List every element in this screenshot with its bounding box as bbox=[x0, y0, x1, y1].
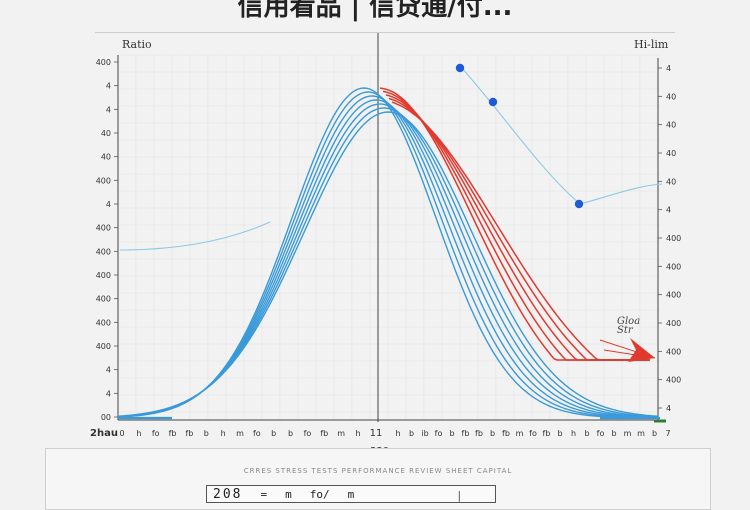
series bbox=[117, 63, 663, 420]
y-right-tick-label: 400 bbox=[666, 376, 681, 385]
x-tick-label: fo bbox=[435, 429, 443, 438]
x-tick-label: b bbox=[611, 429, 616, 438]
y-left-tick-label: 400 bbox=[96, 247, 111, 256]
point-1 bbox=[455, 63, 465, 73]
x-tick-label: h bbox=[571, 429, 576, 438]
footer-panel: CRRES STRESS TESTS PERFORMANCE REVIEW SH… bbox=[45, 448, 711, 510]
y-right-tick-label: 400 bbox=[666, 262, 681, 271]
x-tick-label: b bbox=[584, 429, 589, 438]
y-right-tick-label: 4 bbox=[666, 64, 671, 73]
x-tick-label: fb bbox=[502, 429, 510, 438]
x-tick-label: m bbox=[337, 429, 345, 438]
y-left-tick-label: 4 bbox=[106, 366, 111, 375]
x-tick-label: fo bbox=[152, 429, 160, 438]
x-tick-label: h bbox=[355, 429, 360, 438]
footer-input-bar[interactable]: 208 = m fo/ m bbox=[206, 485, 496, 503]
red-arrow-lines bbox=[599, 339, 656, 359]
x-tick-label: ib bbox=[421, 429, 428, 438]
blue-7 bbox=[117, 111, 659, 417]
y-left-tick-label: 4 bbox=[106, 389, 111, 398]
thin-line-left bbox=[119, 221, 271, 251]
footer-item-3: fo/ bbox=[309, 487, 330, 501]
x-tick-label: 0 bbox=[119, 429, 124, 438]
x-tick-label: fb bbox=[185, 429, 193, 438]
y-right-tick-label: 40 bbox=[666, 121, 676, 130]
point-2 bbox=[488, 97, 498, 107]
x-tick-label: b bbox=[271, 429, 276, 438]
axes bbox=[117, 33, 666, 423]
grid bbox=[117, 54, 660, 420]
y-left-tick-label: 40 bbox=[101, 129, 111, 138]
x-tick-label: m bbox=[624, 429, 632, 438]
x-center-tick-label: 11 bbox=[370, 428, 383, 439]
footer-sep: = bbox=[260, 487, 268, 501]
right-axis-label: Hi-lim bbox=[634, 38, 669, 51]
labels: 4004440404004400400400400400400440044040… bbox=[96, 58, 682, 439]
x-tick-label: h bbox=[395, 429, 400, 438]
x-tick-label: m bbox=[516, 429, 524, 438]
y-right-tick-label: 4 bbox=[666, 404, 671, 413]
x-tick-label: fb bbox=[320, 429, 328, 438]
x-tick-label: h bbox=[221, 429, 226, 438]
x-tick-label: h bbox=[136, 429, 141, 438]
x-tick-label: fo bbox=[529, 429, 537, 438]
footer-item-4: m bbox=[347, 487, 355, 501]
x-tick-label: fo bbox=[597, 429, 605, 438]
y-left-tick-label: 400 bbox=[96, 318, 111, 327]
x-tick-label: fb bbox=[543, 429, 551, 438]
x-tick-label: fb bbox=[475, 429, 483, 438]
title-rule bbox=[95, 32, 675, 33]
x-tick-label: fb bbox=[169, 429, 177, 438]
footer-extra: | bbox=[456, 489, 463, 502]
y-left-tick-label: 400 bbox=[96, 342, 111, 351]
x-tick-label: b bbox=[409, 429, 414, 438]
y-right-tick-label: 40 bbox=[666, 177, 676, 186]
x-tick-label: b bbox=[557, 429, 562, 438]
y-left-tick-label: 400 bbox=[96, 58, 111, 67]
annotation-text: Gloa bbox=[617, 316, 640, 327]
y-left-tick-label: 4 bbox=[106, 105, 111, 114]
chart-title: 信用看品 | 信贷通/付... bbox=[237, 0, 513, 22]
y-right-tick-label: 400 bbox=[666, 319, 681, 328]
x-tick-label: b bbox=[449, 429, 454, 438]
y-left-tick-label: 400 bbox=[96, 224, 111, 233]
x-tick-label: m bbox=[637, 429, 645, 438]
x-tick-label: fo bbox=[253, 429, 261, 438]
footer-value: 208 bbox=[213, 486, 243, 502]
y-left-tick-label: 400 bbox=[96, 295, 111, 304]
x-tick-label: m bbox=[236, 429, 244, 438]
x-tick-label: fb bbox=[462, 429, 470, 438]
y-left-tick-label: 4 bbox=[106, 82, 111, 91]
red-3 bbox=[385, 94, 650, 361]
footer-caption: CRRES STRESS TESTS PERFORMANCE REVIEW SH… bbox=[243, 467, 513, 475]
point-3 bbox=[574, 199, 584, 209]
red-5 bbox=[391, 101, 650, 361]
y-right-tick-label: 400 bbox=[666, 291, 681, 300]
y-left-tick-label: 00 bbox=[101, 413, 111, 422]
y-left-tick-label: 4 bbox=[106, 200, 111, 209]
x-tick-label: 7 bbox=[665, 429, 670, 438]
x-tick-label: b bbox=[652, 429, 657, 438]
line-chart: 4004440404004400400400400400400440044040… bbox=[90, 33, 682, 450]
thin-line-right bbox=[459, 65, 663, 205]
x-corner-label: 2hau bbox=[90, 428, 118, 439]
y-left-tick-label: 400 bbox=[96, 271, 111, 280]
left-axis-label: Ratio bbox=[122, 38, 152, 51]
y-right-tick-label: 40 bbox=[666, 149, 676, 158]
x-tick-label: fo bbox=[304, 429, 312, 438]
y-left-tick-label: 400 bbox=[96, 176, 111, 185]
x-tick-label: b bbox=[490, 429, 495, 438]
footer-item-2: m bbox=[285, 487, 292, 501]
red-2 bbox=[382, 90, 650, 361]
x-tick-label: b bbox=[204, 429, 209, 438]
y-right-tick-label: 400 bbox=[666, 234, 681, 243]
y-left-tick-label: 40 bbox=[101, 153, 111, 162]
y-right-tick-label: 4 bbox=[666, 206, 671, 215]
y-right-tick-label: 400 bbox=[666, 347, 681, 356]
x-tick-label: b bbox=[288, 429, 293, 438]
annotation-text: Str bbox=[617, 325, 634, 336]
y-right-tick-label: 40 bbox=[666, 92, 676, 101]
